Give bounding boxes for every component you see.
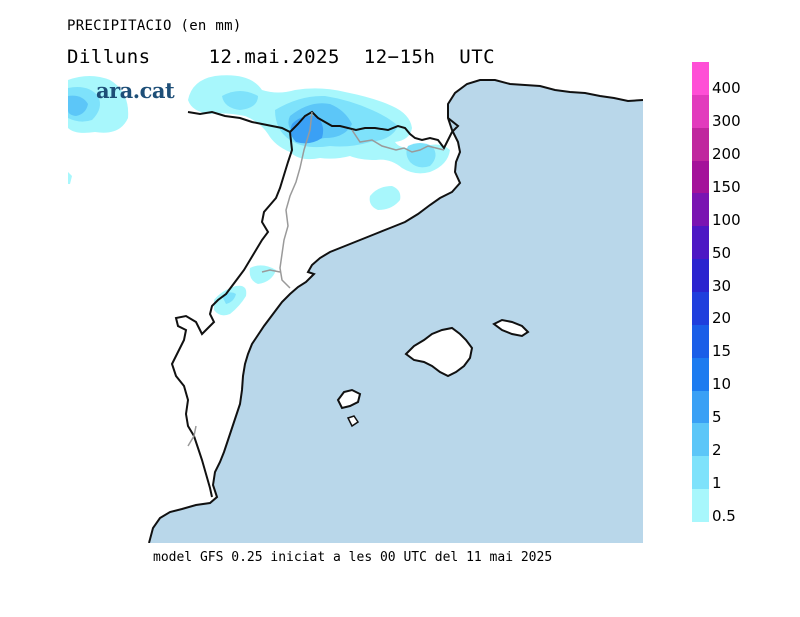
mallorca-island (404, 326, 474, 378)
sea-area (149, 80, 643, 543)
ibiza-island (336, 388, 362, 410)
legend-swatch (692, 324, 709, 359)
inland-boundary (170, 131, 294, 498)
model-footer: model GFS 0.25 iniciat a les 00 UTC del … (153, 550, 553, 565)
legend-swatch (692, 259, 709, 293)
legend-swatch (692, 160, 709, 194)
pyrenees-border (187, 110, 460, 150)
precipitation-areas (68, 75, 450, 316)
ara-cat-logo: ara.cat (96, 78, 175, 103)
legend-label: 200 (712, 145, 741, 164)
legend-swatch (692, 423, 709, 457)
legend-label: 5 (712, 408, 722, 426)
legend-swatch (692, 62, 709, 96)
legend-swatch (692, 193, 709, 227)
precipitation-legend (692, 62, 709, 523)
legend-swatch (692, 456, 709, 490)
legend-swatch (692, 292, 709, 326)
legend-label: 100 (712, 210, 741, 229)
legend-swatch (692, 489, 709, 523)
legend-label: 20 (712, 309, 732, 328)
day-label: Dilluns (67, 46, 151, 68)
legend-label: 150 (712, 178, 741, 196)
regional-border (187, 111, 445, 447)
legend-label: 2 (712, 440, 722, 459)
legend-label: 400 (712, 79, 741, 98)
legend-swatch (692, 357, 709, 392)
legend-label: 10 (712, 375, 732, 394)
formentera-island (346, 415, 360, 428)
legend-swatch (692, 226, 709, 260)
legend-swatch (692, 94, 709, 129)
legend-swatch (692, 127, 709, 162)
legend-label: 50 (712, 243, 732, 262)
chart-title: PRECIPITACIO (en mm) (67, 18, 242, 34)
legend-label: 300 (712, 112, 741, 131)
legend-swatch (692, 390, 709, 424)
datetime-label: 12.mai.2025 12−15h UTC (208, 46, 496, 68)
forecast-datetime: Dilluns 12.mai.2025 12−15h UTC (67, 46, 495, 68)
legend-label: 15 (712, 342, 732, 361)
legend-label: 1 (712, 473, 722, 492)
coastline (148, 79, 643, 543)
menorca-island (492, 318, 530, 338)
legend-label: 0.5 (712, 506, 736, 525)
legend-label: 30 (712, 276, 732, 295)
